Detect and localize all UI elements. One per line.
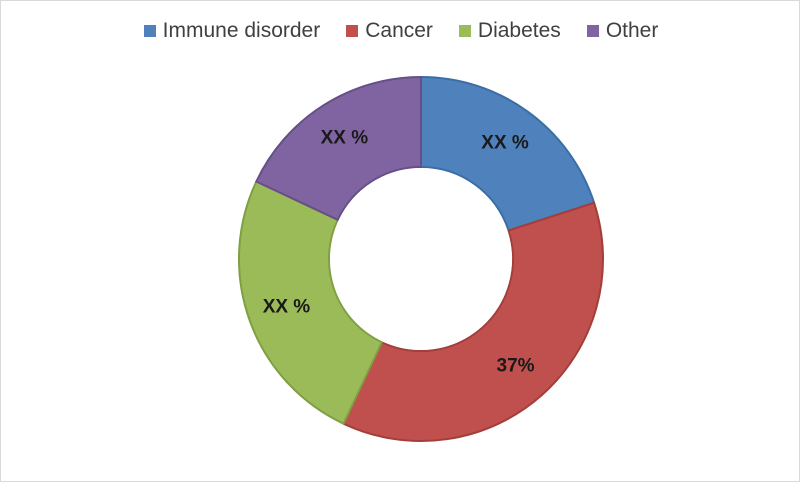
donut-hole bbox=[330, 168, 512, 350]
legend-swatch bbox=[143, 25, 156, 37]
slice-data-label: XX % bbox=[481, 132, 529, 153]
legend-label: Cancer bbox=[365, 19, 433, 42]
slice-data-label: XX % bbox=[263, 296, 311, 317]
legend-label: Immune disorder bbox=[162, 19, 321, 42]
legend-label: Diabetes bbox=[477, 19, 561, 42]
donut-slice-cancer bbox=[342, 201, 604, 442]
donut-slice-diabetes bbox=[238, 180, 384, 426]
legend-swatch bbox=[458, 25, 471, 37]
chart-legend: Immune disorder Cancer Diabetes Other bbox=[1, 19, 800, 43]
donut-slice-immune-disorder bbox=[420, 75, 596, 232]
legend-swatch bbox=[586, 25, 599, 37]
legend-item-other: Other bbox=[586, 19, 659, 43]
legend-item-immune-disorder: Immune disorder bbox=[143, 19, 321, 43]
slice-data-label: 37% bbox=[497, 355, 535, 376]
legend-item-diabetes: Diabetes bbox=[458, 19, 561, 43]
donut-slice-other bbox=[254, 75, 422, 222]
legend-swatch bbox=[346, 25, 359, 37]
legend-label: Other bbox=[605, 19, 659, 42]
slice-data-label: XX % bbox=[321, 127, 369, 148]
legend-item-cancer: Cancer bbox=[346, 19, 433, 43]
